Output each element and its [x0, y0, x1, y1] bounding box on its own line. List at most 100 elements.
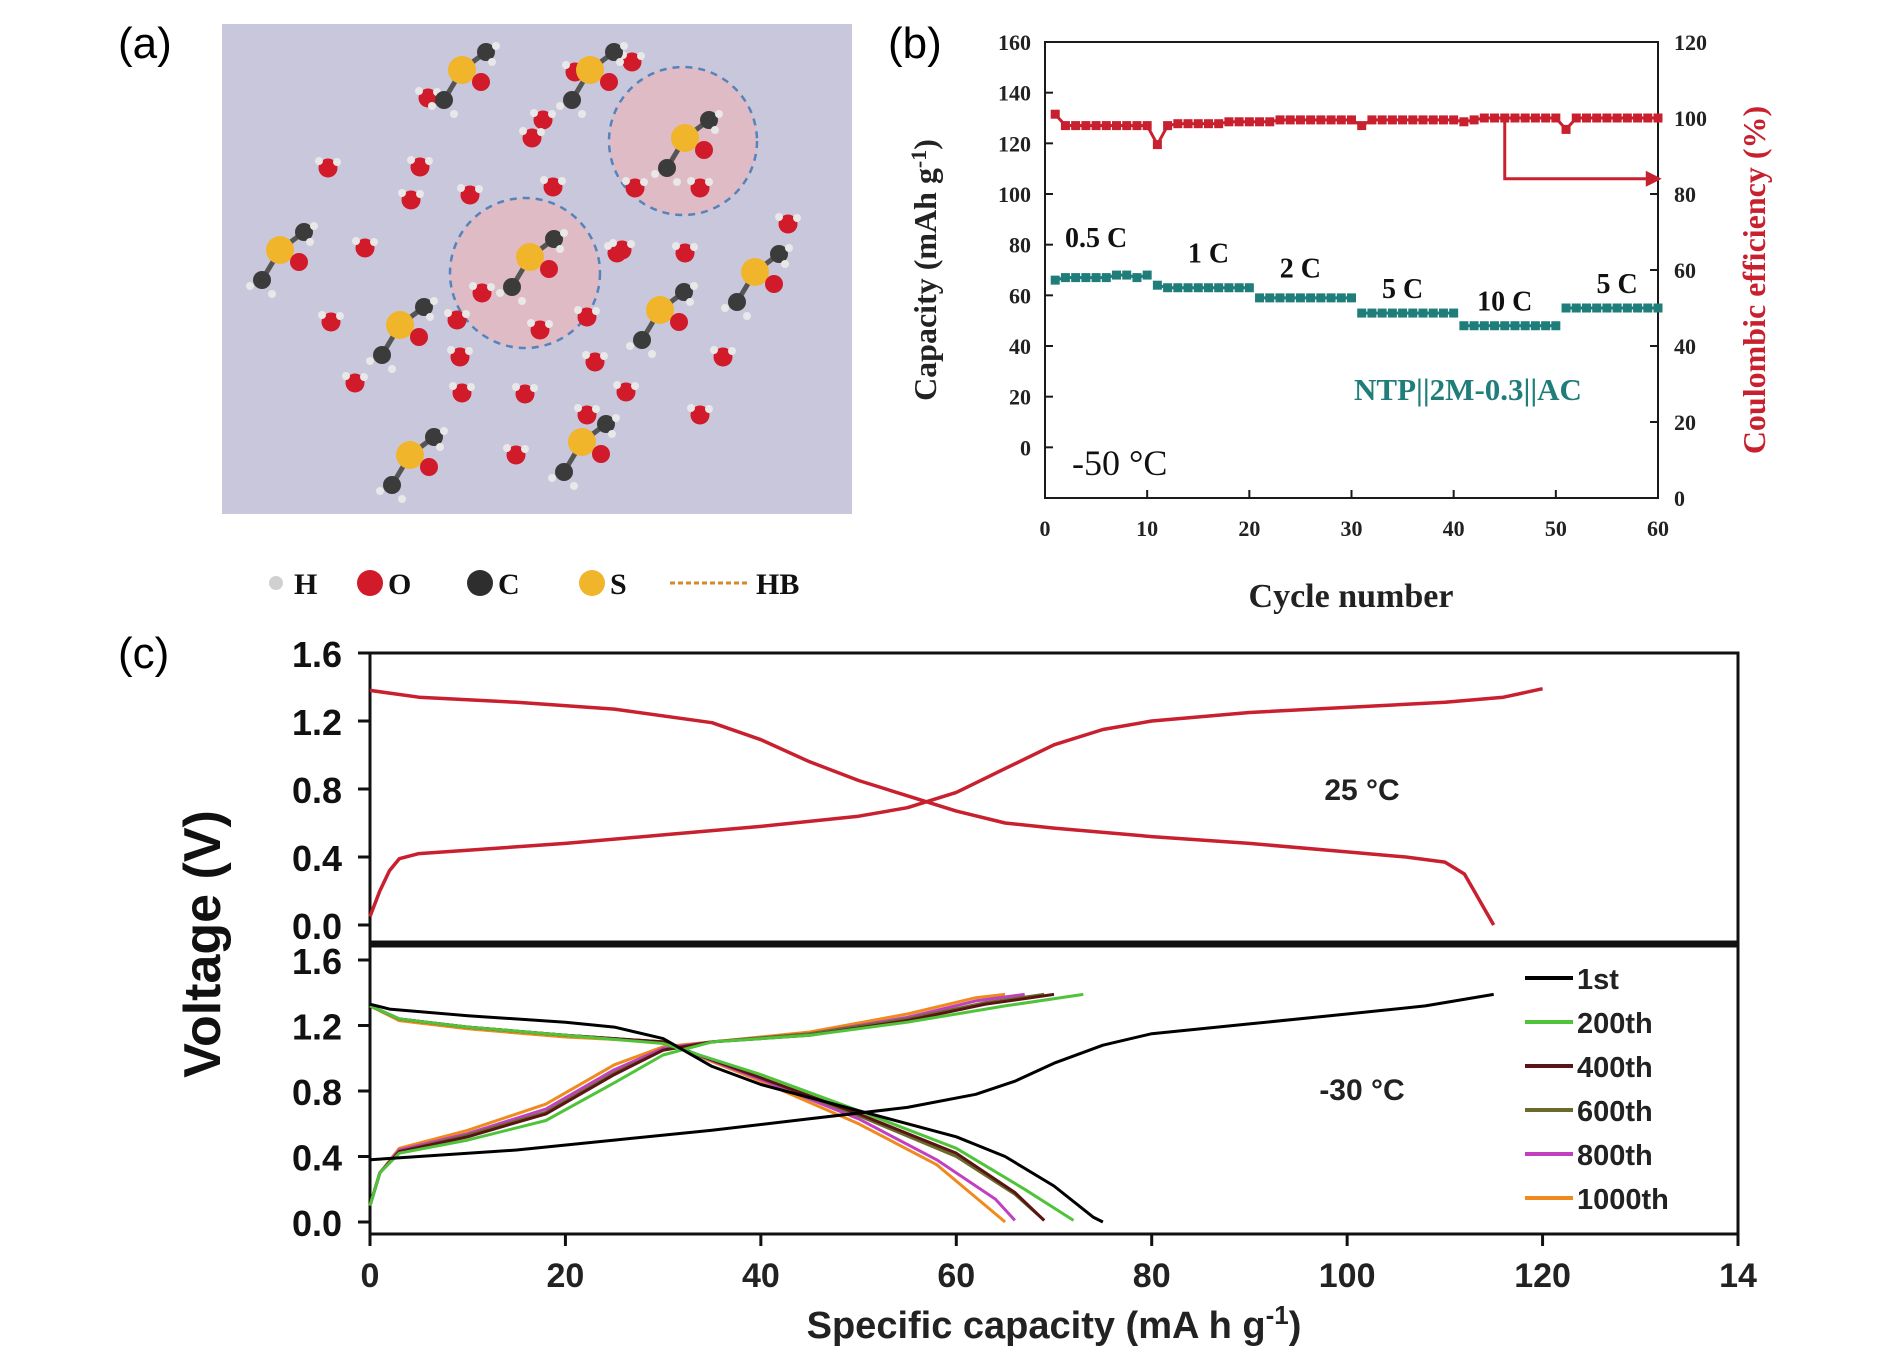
efficiency-connector	[1167, 122, 1179, 128]
hydrogen-atom	[436, 443, 444, 451]
voltage-curve-1000th-discharge	[369, 1004, 1007, 1224]
chart-b-x-tick-label: 40	[1443, 516, 1465, 541]
oxygen-atom	[410, 328, 428, 346]
chart-c-x-tick-label: 0	[361, 1257, 380, 1295]
sulfur-atom	[741, 258, 769, 286]
hydrogen-atom	[521, 445, 529, 453]
legend-hb-label: HB	[756, 568, 799, 601]
hydrogen-atom	[690, 243, 698, 251]
hydrogen-atom	[360, 373, 368, 381]
oxygen-atom	[585, 352, 605, 372]
oxygen-atom	[522, 128, 542, 148]
carbon-atom	[633, 331, 651, 349]
hydrogen-atom	[496, 289, 504, 297]
molecular-snapshot	[222, 24, 852, 514]
carbon-atom	[675, 283, 693, 301]
hydrogen-atom	[548, 474, 556, 482]
carbon-atom	[295, 223, 313, 241]
hydrogen-atom	[537, 128, 545, 136]
oxygen-atom	[533, 110, 553, 130]
carbon-atom	[728, 293, 746, 311]
oxygen-atom	[506, 445, 526, 465]
hydrogen-atom	[426, 313, 434, 321]
chart-c-x-axis-title: Specific capacity (mA h g-1)	[807, 1300, 1302, 1347]
rate-label: 10 C	[1477, 287, 1532, 318]
legend-c-label: C	[498, 568, 520, 601]
hydrogen-atom	[651, 170, 659, 178]
hydrogen-atom	[548, 110, 556, 118]
hydrogen-atom	[631, 382, 639, 390]
axis-indicator-arrowhead	[1645, 170, 1662, 187]
voltage-curve-200th-discharge	[369, 1004, 1075, 1222]
legend-label-200th: 200th	[1577, 1008, 1653, 1040]
chart-c-x-axis-title-sup: -1	[1266, 1300, 1289, 1330]
capacity-connector	[1054, 276, 1066, 282]
hydrogen-atom	[246, 282, 254, 290]
hydrogen-atom	[686, 298, 694, 306]
oxygen-atom	[670, 313, 688, 331]
chart-c-x-tick-label: 100	[1319, 1257, 1376, 1295]
hydrogen-atom	[710, 346, 718, 354]
legend-label-600th: 600th	[1577, 1096, 1653, 1128]
hydrogen-atom	[711, 126, 719, 134]
hydrogen-atom	[430, 297, 438, 305]
hydrogen-atom	[616, 58, 624, 66]
voltage-curve-25c-discharge	[369, 688, 1496, 926]
voltage-curve-400th-discharge	[369, 1004, 1046, 1222]
hydrogen-atom	[690, 282, 698, 290]
chart-b-y-tick-label: 40	[1009, 334, 1031, 359]
hydrogen-atom	[574, 306, 582, 314]
voltage-curve-1st-charge	[369, 992, 1494, 1162]
oxygen-atom	[675, 243, 695, 263]
hydrogen-atom	[416, 190, 424, 198]
oxygen-atom	[460, 185, 480, 205]
chart-c-y-tick-label: 0.4	[292, 1138, 342, 1179]
oxygen-atom	[577, 307, 597, 327]
efficiency-connector	[1350, 118, 1363, 127]
hydrogen-atom	[467, 383, 475, 391]
hydrogen-atom	[620, 42, 628, 50]
voltage-curve-200th-charge	[368, 992, 1084, 1207]
carbon-atom	[383, 476, 401, 494]
rate-label: 1 C	[1188, 238, 1229, 269]
hydrogen-atom	[612, 414, 620, 422]
hydrogen-atom	[315, 157, 323, 165]
hydrogen-atom	[705, 178, 713, 186]
chart-b-y2-tick-label: 0	[1674, 486, 1685, 511]
carbon-atom	[700, 111, 718, 129]
chart-b-y-tick-label: 80	[1009, 233, 1031, 258]
hydrogen-atom	[268, 290, 276, 298]
chart-c-bottom-temperature-label: -30 °C	[1319, 1074, 1404, 1107]
efficiency-connector	[1554, 116, 1568, 131]
rate-label: 5 C	[1597, 269, 1638, 300]
chart-c-y-tick-label: 1.2	[292, 702, 342, 743]
chart-b-y2-tick-label: 40	[1674, 334, 1696, 359]
voltage-curve-800th-discharge	[369, 1004, 1017, 1222]
chart-c-x-tick-label: 60	[937, 1257, 975, 1295]
efficiency-connector	[1145, 124, 1159, 146]
efficiency-connector	[1156, 124, 1169, 146]
sulfur-atom	[396, 441, 424, 469]
oxygen-atom	[543, 177, 563, 197]
oxygen-atom	[401, 190, 421, 210]
axis-indicator-arrow	[1503, 118, 1648, 181]
chart-b-y-tick-label: 100	[998, 182, 1031, 207]
chart-b-y-tick-label: 20	[1009, 385, 1031, 410]
efficiency-connector	[1473, 116, 1485, 122]
chart-b-y-tick-label: 160	[998, 30, 1031, 55]
hydrogen-atom	[673, 178, 681, 186]
panel-label-b: (b)	[888, 19, 942, 68]
panel-label-c: (c)	[118, 629, 169, 678]
rate-capability-chart: 0 10 20 30 40 50 60020406080100120140160020406…	[906, 30, 1772, 615]
hydrogen-atom	[492, 42, 500, 50]
hydrogen-atom	[407, 156, 415, 164]
hydrogen-atom	[428, 102, 436, 110]
oxygen-atom	[290, 253, 308, 271]
hydrogen-atom	[648, 350, 656, 358]
chart-c-x-tick-label: 14	[1719, 1257, 1757, 1295]
chart-b-marks	[1050, 109, 1663, 331]
hydrogen-atom	[398, 189, 406, 197]
hydrogen-atom	[488, 58, 496, 66]
voltage-curve-600th-discharge	[369, 1004, 1046, 1222]
